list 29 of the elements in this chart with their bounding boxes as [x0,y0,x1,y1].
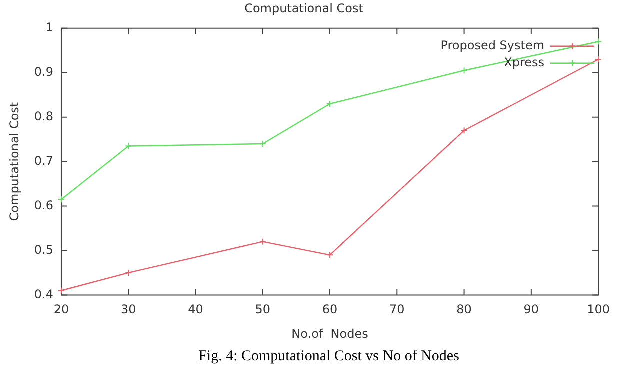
chart-title: Computational Cost [244,1,364,16]
y-tick-label: 0.6 [34,198,54,212]
y-axis-title: Computational Cost [7,102,22,222]
y-tick-label: 0.4 [34,287,54,302]
y-tick-label: 0.8 [34,109,54,124]
y-tick-label: 0.9 [34,64,54,79]
x-tick-label: 30 [120,302,136,317]
x-tick-label: 70 [390,302,405,317]
x-tick-label: 80 [456,302,472,317]
x-tick-label: 90 [524,302,540,317]
x-tick-label: 50 [255,302,271,317]
y-tick-label: 0.7 [34,154,54,168]
x-tick-label: 40 [188,302,204,317]
legend-label: Xpress [504,56,545,70]
point [460,67,468,74]
x-tick-label: 60 [322,302,338,317]
x-tick-label: 100 [587,302,610,317]
y-tick-label: 0.5 [34,242,54,257]
point [259,238,266,246]
legend-label: Proposed System [440,38,545,53]
y-tick-label: 1 [46,20,54,35]
x-axis-title: No.of Nodes [292,326,368,341]
point [125,142,132,150]
point [326,252,334,259]
point [460,127,468,134]
point [125,269,132,276]
point [326,100,334,108]
x-tick-label: 20 [54,302,70,317]
caption: Fig. 4: Computational Cost vs No of Nodes [198,348,460,364]
